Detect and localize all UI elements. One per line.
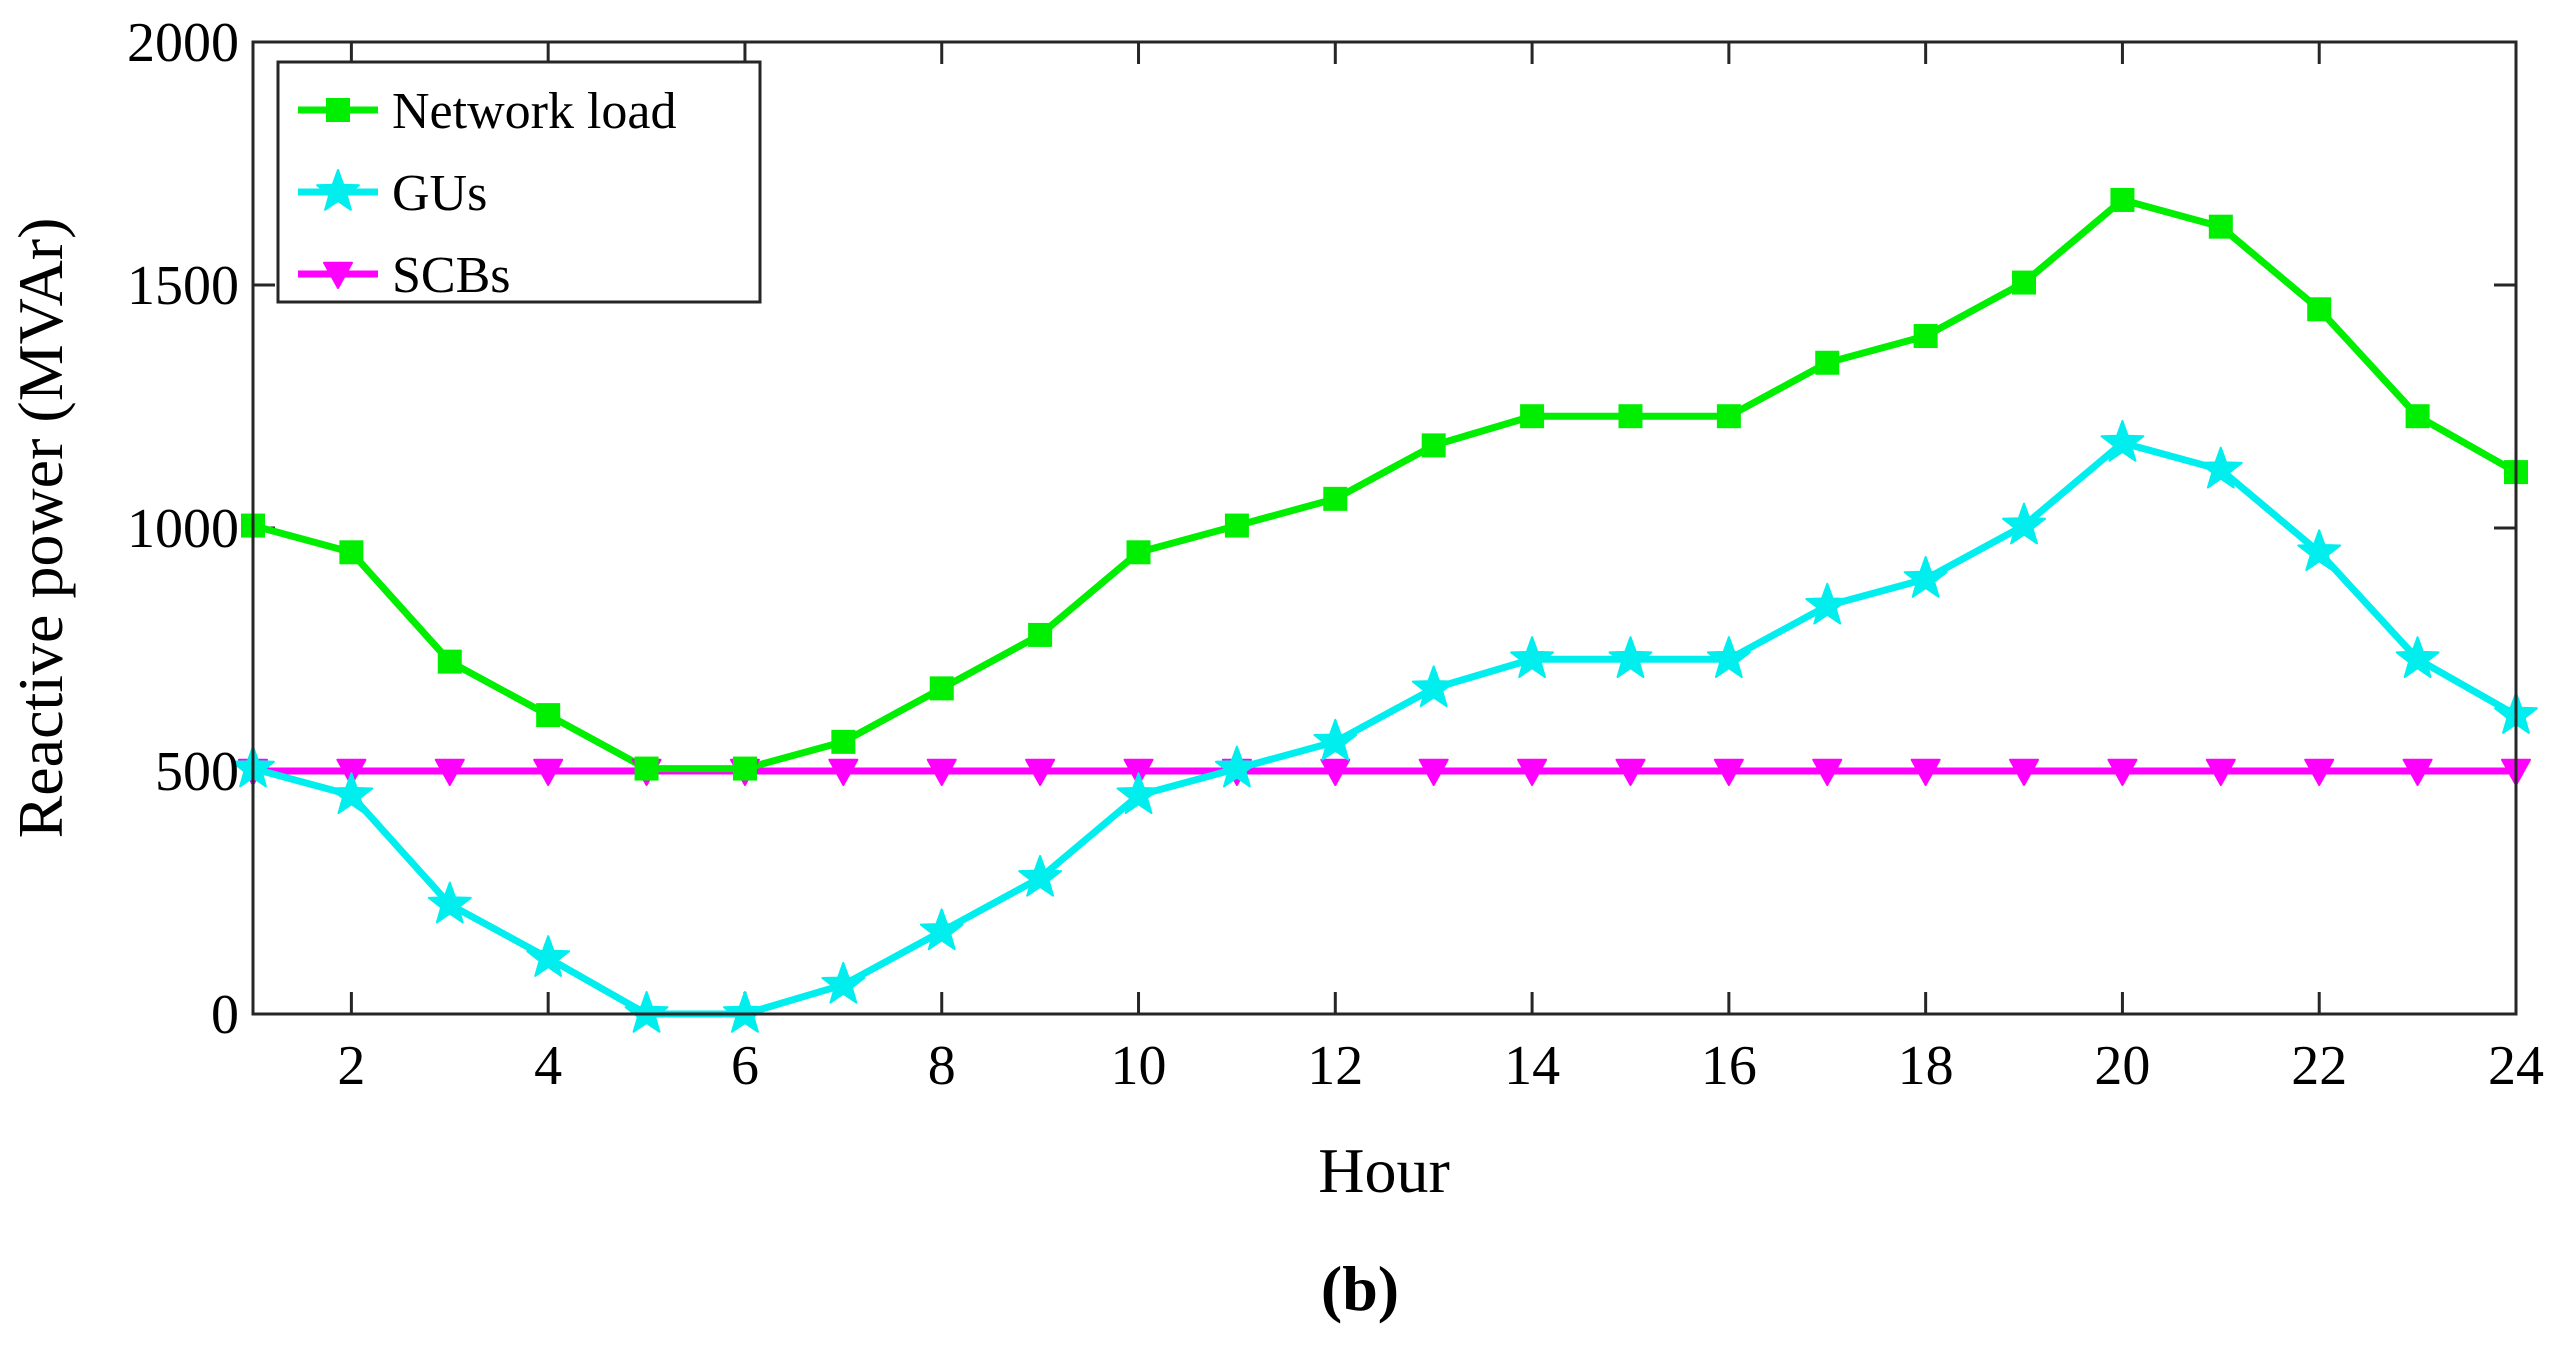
x-tick-label: 6 [731,1035,759,1097]
data-point-scbs [1517,758,1548,786]
legend-label-gus: GUs [392,165,487,222]
legend: Network load GUs SCBs [276,60,762,304]
data-point-scbs [2107,758,2138,786]
data-point-network-load [339,540,364,565]
data-point-gus [1116,772,1161,815]
x-tick-label: 22 [2291,1035,2347,1097]
data-point-scbs [434,758,465,786]
data-point-network-load [2208,214,2233,239]
x-tick-label: 18 [1898,1035,1954,1097]
data-point-scbs [1812,758,1843,786]
data-point-gus [1510,636,1554,678]
data-point-network-load [1913,324,1938,349]
data-point-network-load [1224,513,1249,538]
data-point-scbs [1320,758,1351,786]
data-point-scbs [1910,758,1941,786]
x-tick-labels: 2 4 6 8 10 12 14 16 18 20 22 24 [337,1035,2544,1097]
x-tick-label: 4 [534,1035,562,1097]
data-point-network-load [2110,187,2135,212]
data-point-gus [1215,745,1259,788]
data-point-network-load [1618,404,1643,429]
series-line-gus [249,439,2520,1018]
legend-marker-scbs [323,261,353,289]
data-point-scbs [1615,758,1646,786]
data-point-network-load [2307,297,2332,322]
data-point-gus [526,935,571,977]
x-tick-label: 16 [1701,1035,1757,1097]
data-point-network-load [437,649,462,674]
data-point-gus [821,961,866,1004]
data-point-gus [427,881,472,924]
data-point-scbs [2304,758,2335,786]
data-point-gus [1706,636,1751,678]
data-point-scbs [926,758,957,786]
data-point-gus [2395,636,2440,678]
data-point-scbs [2402,758,2433,786]
legend-box [276,60,762,304]
data-point-gus [1411,665,1456,708]
data-point-gus [2100,419,2145,462]
data-point-gus [2297,529,2342,572]
data-point-gus [624,991,669,1033]
data-point-network-load [1815,350,1840,375]
data-point-scbs [2205,758,2236,786]
y-tick-label: 1000 [127,498,239,560]
y-tick-labels: 0 500 1000 1500 2000 [127,12,239,1046]
figure-caption: (b) [1321,1253,1399,1324]
legend-label-network-load: Network load [392,83,676,140]
y-axis-title: Reactive power (MVAr) [5,218,76,839]
x-tick-label: 2 [337,1035,365,1097]
legend-marker-network-load [326,98,350,122]
series-line-network-load [249,196,2520,773]
data-point-gus [329,772,374,815]
legend-marker-gus [316,169,360,211]
data-point-network-load [1323,486,1348,511]
x-tick-label: 12 [1307,1035,1363,1097]
data-point-network-load [2405,404,2430,429]
data-point-network-load [536,703,561,728]
data-point-network-load [1421,433,1446,458]
data-point-scbs [1713,758,1744,786]
legend-label-scbs: SCBs [392,247,511,304]
data-point-gus [1608,636,1653,678]
data-point-scbs [2009,758,2040,786]
data-point-network-load [2012,270,2037,295]
data-point-gus [723,991,767,1033]
x-tick-label: 10 [1111,1035,1167,1097]
series-lines [249,196,2520,1018]
x-tick-label: 8 [928,1035,956,1097]
data-point-gus [1313,718,1358,761]
x-tick-label: 20 [2094,1035,2150,1097]
y-tick-label: 1500 [127,255,239,317]
data-point-scbs [1418,758,1449,786]
y-tick-label: 0 [211,984,239,1046]
data-point-gus [919,908,964,951]
data-point-network-load [929,676,954,701]
data-point-network-load [1126,540,1151,565]
data-point-gus [1018,854,1063,897]
x-tick-label: 14 [1504,1035,1560,1097]
data-point-network-load [1716,404,1741,429]
data-point-gus [2198,446,2243,489]
data-point-network-load [831,729,856,754]
data-point-gus [1903,556,1948,598]
x-tick-label: 24 [2488,1035,2544,1097]
data-point-scbs [828,758,859,786]
data-point-gus [1805,582,1850,625]
plot-frame [251,40,2518,1016]
data-point-network-load [732,756,757,781]
y-tick-label: 2000 [127,12,239,74]
x-axis-title: Hour [1318,1135,1450,1206]
y-tick-label: 500 [155,741,239,803]
data-point-scbs [533,758,564,786]
data-point-network-load [1028,622,1053,647]
data-point-network-load [634,756,659,781]
data-point-gus [2002,502,2046,545]
data-point-scbs [1025,758,1056,786]
legend-entries: Network load GUs SCBs [298,83,676,304]
data-point-network-load [1520,404,1545,429]
